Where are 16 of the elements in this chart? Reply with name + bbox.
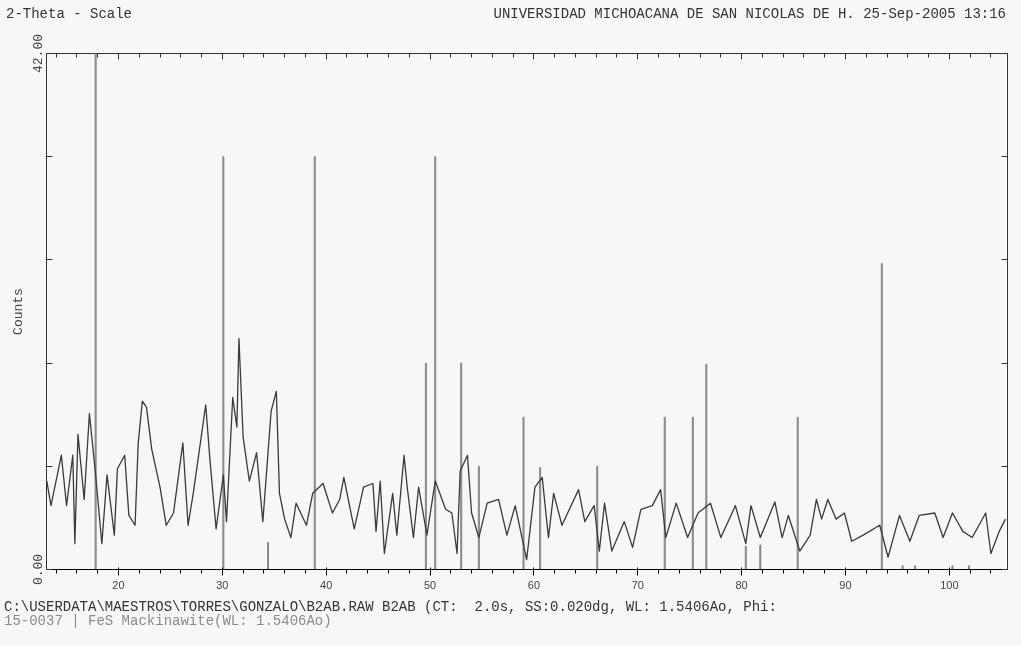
y-axis-title: Counts bbox=[10, 288, 26, 335]
x-tick-label: 60 bbox=[527, 578, 541, 591]
x-tick-label: 80 bbox=[735, 578, 748, 591]
chart-title: 2-Theta - Scale bbox=[6, 5, 133, 24]
chart-subtitle: UNIVERSIDAD MICHOACANA DE SAN NICOLAS DE H. 25-Sep-2005 13:16 bbox=[493, 5, 1006, 24]
text: C:\USERDATA\MAESTROS\TORRES\GONZALO\B2AB.RAW B2AB (CT: 2.0s, SS:0.020dg, WL: 1.5406Ao, Phi: bbox=[4, 599, 777, 615]
x-tick-label: 100 bbox=[940, 578, 959, 591]
x-tick-label: 90 bbox=[839, 578, 852, 591]
text: 15-0037 | FeS Mackinawite(WL: 1.5406Ao) bbox=[4, 613, 333, 629]
x-tick-label: 20 bbox=[112, 578, 125, 591]
x-tick-label: 70 bbox=[631, 578, 644, 591]
y-tick-label: 0.00 bbox=[30, 553, 46, 586]
x-tick-label: 50 bbox=[423, 578, 437, 591]
x-tick-label: 30 bbox=[216, 578, 229, 591]
x-tick-label: 40 bbox=[320, 578, 333, 591]
y-tick-label: 42.00 bbox=[30, 33, 46, 73]
